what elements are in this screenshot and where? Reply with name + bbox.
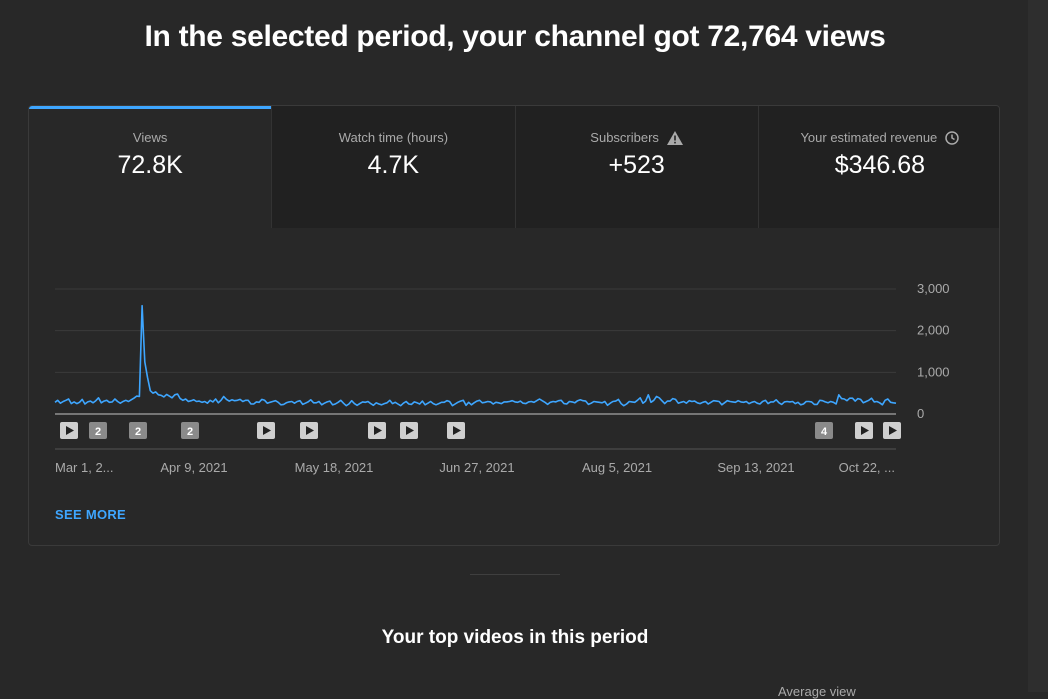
video-count-label: 4 [821, 426, 828, 438]
tab-revenue-value: $346.68 [834, 151, 926, 179]
x-tick-label: Jun 27, 2021 [439, 460, 514, 475]
tab-subscribers-label: Subscribers [590, 130, 659, 145]
tab-watch-time-label: Watch time (hours) [338, 130, 449, 145]
video-count-label: 2 [95, 426, 101, 438]
warning-icon[interactable] [666, 130, 683, 145]
tab-revenue[interactable]: Your estimated revenue $346.68 [757, 106, 999, 228]
tab-views-value: 72.8K [117, 151, 183, 179]
x-tick-label: Aug 5, 2021 [582, 460, 652, 475]
tab-subscribers[interactable]: Subscribers +523 [514, 106, 758, 228]
top-videos-title: Your top videos in this period [381, 627, 649, 648]
y-tick-label: 2,000 [917, 323, 950, 338]
page-scrollbar[interactable] [1028, 0, 1048, 692]
analytics-card: Views 72.8K Watch time (hours) 4.7K Subs… [28, 105, 1000, 546]
y-tick-label: 1,000 [917, 364, 950, 379]
x-tick-label: Sep 13, 2021 [717, 460, 794, 475]
views-line-chart: 3,000 2,000 1,000 0 2 2 2 4 Mar 1, 2... Apr 9, 20… [54, 281, 950, 475]
section-divider [470, 574, 560, 575]
x-tick-label: Apr 9, 2021 [160, 460, 227, 475]
x-tick-label: Oct 22, ... [839, 460, 895, 475]
play-icon [306, 426, 314, 435]
tab-views[interactable]: Views 72.8K [29, 106, 272, 228]
tab-subscribers-value: +523 [608, 151, 665, 179]
play-icon [453, 426, 461, 435]
play-icon [374, 426, 382, 435]
video-count-marker[interactable] [129, 422, 147, 439]
metric-tabs: Views 72.8K Watch time (hours) 4.7K Subs… [29, 106, 999, 228]
tab-revenue-label: Your estimated revenue [800, 130, 938, 145]
see-more-link[interactable]: SEE MORE [55, 507, 127, 522]
clock-icon[interactable] [945, 130, 960, 145]
play-icon [66, 426, 74, 435]
video-count-label: 2 [187, 426, 193, 438]
play-icon [861, 426, 869, 435]
play-icon [263, 426, 271, 435]
video-count-marker[interactable] [181, 422, 199, 439]
x-tick-label: Mar 1, 2... [55, 460, 114, 475]
play-icon [889, 426, 897, 435]
views-series-line [54, 304, 897, 407]
y-tick-label: 3,000 [917, 281, 950, 296]
x-tick-label: May 18, 2021 [295, 460, 374, 475]
video-count-marker[interactable] [89, 422, 107, 439]
video-count-label: 2 [135, 426, 141, 438]
y-tick-label: 0 [917, 406, 924, 421]
tab-views-label: Views [132, 130, 168, 145]
tab-watch-time-value: 4.7K [367, 151, 420, 179]
play-icon [406, 426, 414, 435]
tab-watch-time[interactable]: Watch time (hours) 4.7K [271, 106, 515, 228]
video-count-marker[interactable] [815, 422, 833, 439]
page-headline: In the selected period, your channel got… [144, 20, 886, 53]
